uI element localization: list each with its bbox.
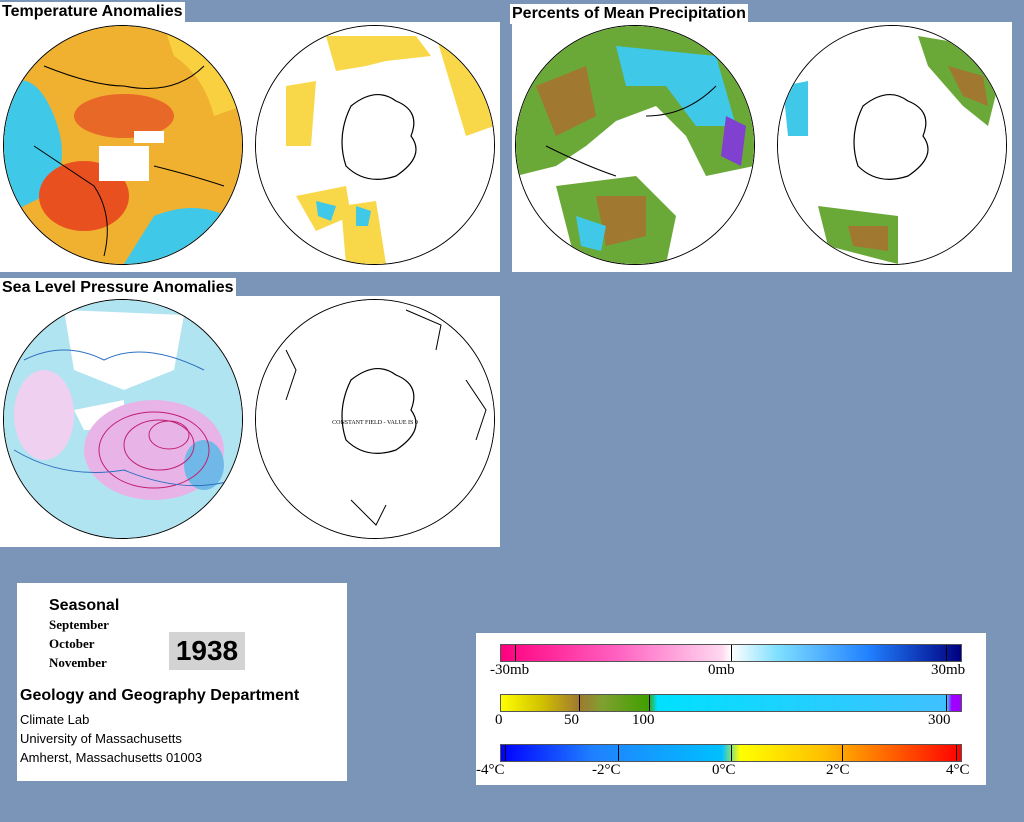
pressure-label-mid: 0mb	[708, 662, 735, 678]
precip-colorbar	[500, 694, 962, 712]
temp-label-4: 4°C	[946, 762, 970, 778]
temperature-title: Temperature Anomalies	[0, 2, 185, 22]
pressure-label-min: -30mb	[490, 662, 530, 678]
temperature-north-globe	[3, 25, 243, 265]
temperature-panel	[0, 22, 500, 272]
precip-label-50: 50	[564, 712, 579, 728]
pressure-south-map: CONSTANT FIELD - VALUE IS 0	[256, 300, 494, 538]
temperature-north-map	[4, 26, 242, 264]
pressure-label-max: 30mb	[931, 662, 966, 678]
precipitation-panel	[512, 22, 1012, 272]
constant-field-note: CONSTANT FIELD - VALUE IS 0	[332, 420, 418, 426]
department-name: Geology and Geography Department	[20, 687, 300, 704]
address-line-3: Amherst, Massachusetts 01003	[20, 750, 203, 765]
pressure-panel: CONSTANT FIELD - VALUE IS 0	[0, 296, 500, 547]
temperature-south-map	[256, 26, 494, 264]
pressure-title: Sea Level Pressure Anomalies	[0, 278, 236, 298]
address-line-1: Climate Lab	[20, 712, 90, 727]
temp-label-m4: -4°C	[476, 762, 505, 778]
month-2: October	[49, 636, 95, 651]
month-1: September	[49, 617, 109, 632]
precip-label-300: 300	[928, 712, 951, 728]
temp-label-0: 0°C	[712, 762, 736, 778]
precipitation-north-globe	[515, 25, 755, 265]
pressure-south-globe: CONSTANT FIELD - VALUE IS 0	[255, 299, 495, 539]
precipitation-title: Percents of Mean Precipitation	[510, 4, 748, 24]
address-line-2: University of Massachusetts	[20, 731, 182, 746]
precip-label-100: 100	[632, 712, 655, 728]
pressure-north-globe	[3, 299, 243, 539]
temp-label-m2: -2°C	[592, 762, 621, 778]
precipitation-north-map	[516, 26, 754, 264]
precipitation-south-globe	[777, 25, 1007, 265]
precip-label-0: 0	[495, 712, 503, 728]
month-3: November	[49, 655, 107, 670]
temperature-colorbar	[500, 744, 962, 762]
pressure-colorbar	[500, 644, 962, 662]
temp-label-2: 2°C	[826, 762, 850, 778]
pressure-north-map	[4, 300, 242, 538]
season-label: Seasonal	[49, 597, 120, 614]
legend-box: -30mb 0mb 30mb 0 50 100 300 -4°C -2°C 0°…	[476, 633, 986, 785]
temperature-south-globe	[255, 25, 495, 265]
info-box: Seasonal September October November 1938…	[17, 583, 347, 781]
year-badge: 1938	[169, 632, 245, 670]
precipitation-south-map	[778, 26, 1006, 264]
